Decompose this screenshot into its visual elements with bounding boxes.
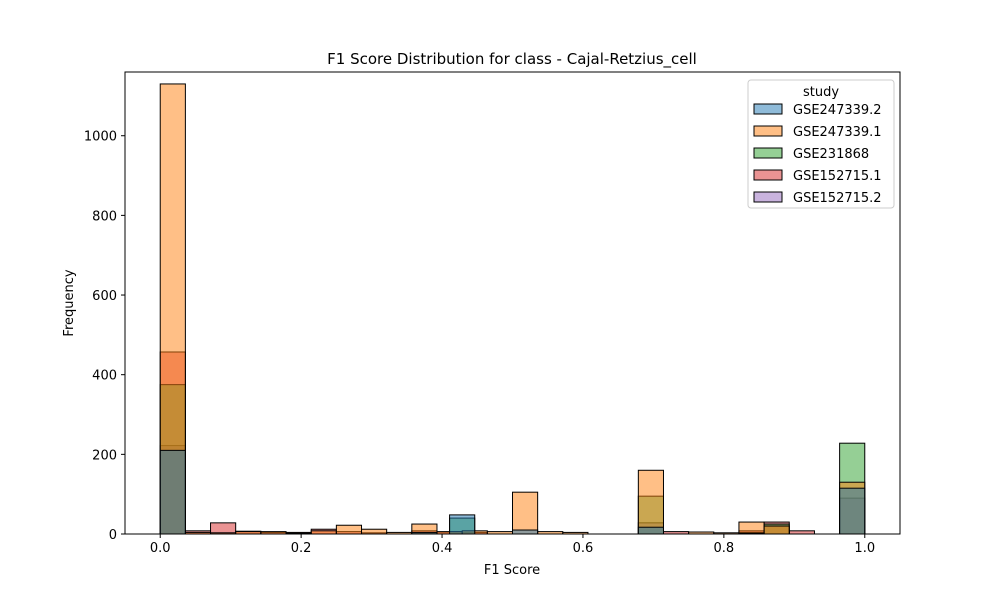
chart-title: F1 Score Distribution for class - Cajal-… xyxy=(327,50,697,69)
bar-GSE247339-1-14 xyxy=(512,491,539,535)
x-tick-label: 0.2 xyxy=(291,541,312,556)
y-tick-label: 400 xyxy=(92,369,117,384)
legend-label-GSE231868: GSE231868 xyxy=(793,147,869,162)
legend-label-GSE247339-1: GSE247339.1 xyxy=(793,125,882,140)
x-axis-label: F1 Score xyxy=(484,563,540,578)
legend-label-GSE247339-2: GSE247339.2 xyxy=(793,103,882,118)
bar-GSE247339-1-7 xyxy=(335,524,363,535)
bar-GSE247339-2-5 xyxy=(637,526,664,535)
x-tick-label: 0.6 xyxy=(573,541,594,556)
legend-title: study xyxy=(803,85,839,100)
legend-label-GSE152715-2: GSE152715.2 xyxy=(793,191,882,206)
legend-swatch-GSE152715-2 xyxy=(753,191,783,203)
legend-frame xyxy=(747,79,895,209)
legend-swatch-GSE247339-1 xyxy=(753,125,783,137)
bar-GSE247339-2-3 xyxy=(449,514,476,535)
x-axis: 0.0 0.2 0.4 0.6 0.8 1.0 xyxy=(150,534,875,556)
legend-label-GSE152715-1: GSE152715.1 xyxy=(793,169,882,184)
legend-swatch-GSE231868 xyxy=(753,147,783,159)
bar-GSE247339-1-8 xyxy=(361,528,388,535)
plot-frame xyxy=(124,71,901,535)
legend-swatch-GSE247339-2 xyxy=(753,103,783,115)
y-tick-label: 600 xyxy=(92,289,117,304)
x-tick-label: 0.0 xyxy=(150,541,171,556)
y-tick-label: 800 xyxy=(92,209,117,224)
y-tick-label: 0 xyxy=(109,528,117,543)
y-axis-label: Frequency xyxy=(62,269,77,336)
legend: study GSE247339.2 GSE247339.1 GSE231868 GSE… xyxy=(747,79,895,209)
y-axis: 0 200 400 600 800 1000 xyxy=(84,130,125,543)
legend-swatch-GSE152715-1 xyxy=(753,169,783,181)
bar-GSE247339-2-7 xyxy=(839,487,866,535)
bar-GSE247339-1-17 xyxy=(637,469,664,535)
y-tick-label: 200 xyxy=(92,448,117,463)
bar-GSE247339-1-21 xyxy=(763,525,790,535)
x-tick-label: 0.4 xyxy=(432,541,453,556)
bar-GSE247339-1-20 xyxy=(738,521,765,535)
x-tick-label: 1.0 xyxy=(854,541,875,556)
bar-GSE247339-2-4 xyxy=(512,529,539,535)
x-tick-label: 0.8 xyxy=(714,541,735,556)
bars-group xyxy=(159,83,866,535)
bar-GSE247339-2-0 xyxy=(159,449,186,535)
y-tick-label: 1000 xyxy=(84,130,117,145)
